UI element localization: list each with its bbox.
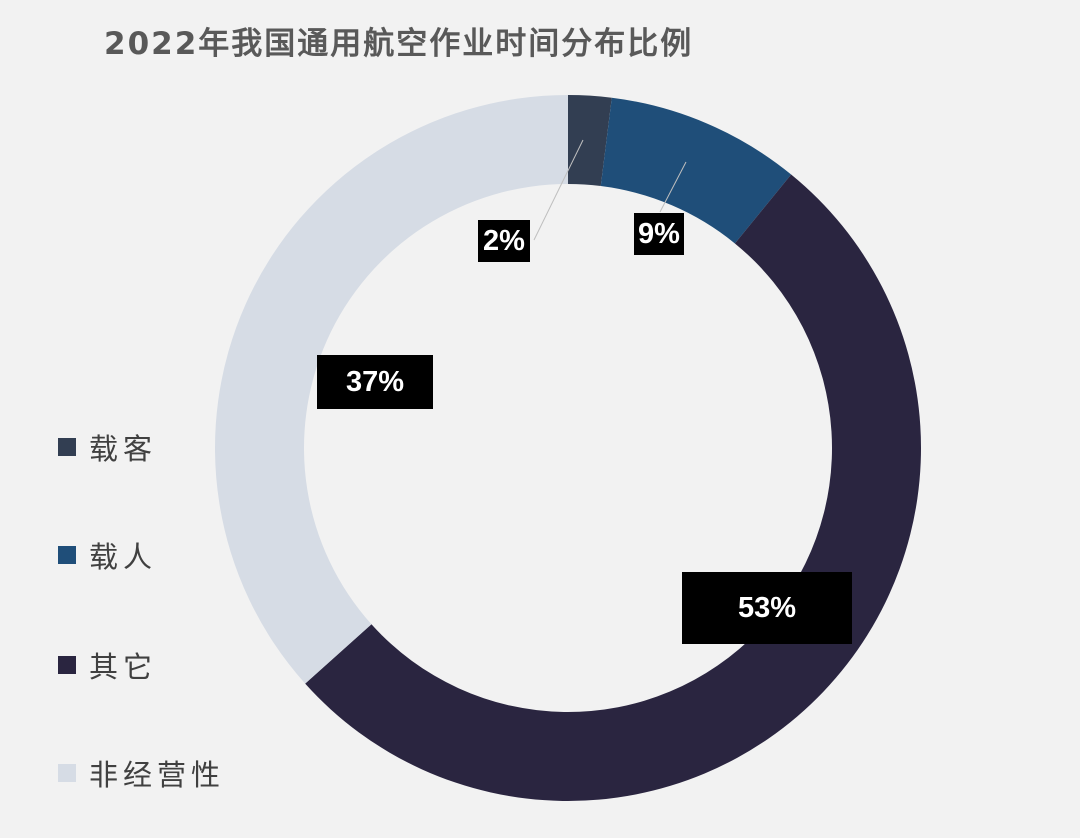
legend-label-2: 载人 bbox=[89, 540, 158, 574]
legend-swatch-4 bbox=[58, 764, 76, 782]
leader-line-2 bbox=[659, 161, 687, 213]
legend-swatch-1 bbox=[58, 438, 76, 456]
data-label-1: 2% bbox=[478, 220, 530, 262]
legend-swatch-2 bbox=[58, 546, 76, 564]
legend-label-4: 非经营性 bbox=[89, 758, 226, 792]
legend-item-1: 载客 bbox=[58, 426, 157, 468]
data-label-3: 53% bbox=[682, 572, 852, 644]
legend-swatch-3 bbox=[58, 656, 76, 674]
legend-item-3: 其它 bbox=[58, 644, 157, 686]
data-label-4: 37% bbox=[317, 355, 433, 409]
data-label-2: 9% bbox=[634, 213, 684, 255]
segment-non-commercial bbox=[214, 95, 568, 684]
segment-passenger bbox=[568, 95, 612, 187]
segment-crew bbox=[600, 97, 792, 244]
legend-label-3: 其它 bbox=[89, 650, 158, 684]
segment-other bbox=[305, 174, 921, 801]
chart-title: 2022年我国通用航空作业时间分布比例 bbox=[104, 26, 694, 62]
legend-label-1: 载客 bbox=[89, 432, 158, 466]
legend-item-4: 非经营性 bbox=[58, 752, 225, 794]
legend-item-2: 载人 bbox=[58, 534, 157, 576]
leader-line-1 bbox=[533, 139, 584, 241]
